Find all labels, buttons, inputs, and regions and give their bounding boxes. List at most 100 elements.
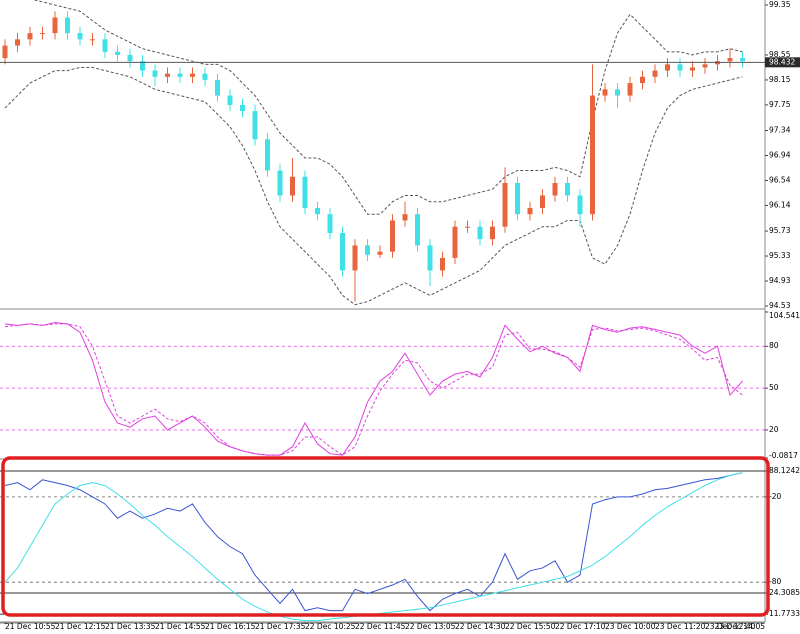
candle-body xyxy=(277,170,283,196)
candle-body xyxy=(640,76,645,84)
candle-body xyxy=(652,70,658,77)
candle-body xyxy=(415,214,420,246)
y-tick-label: 88.1242 xyxy=(769,466,800,475)
x-tick-label: 21 Dec 10:55 xyxy=(5,622,56,631)
candle-body xyxy=(465,226,470,228)
candle-body xyxy=(240,104,245,112)
y-tick-label: 94.53 xyxy=(769,301,791,310)
x-tick-label: 21 Dec 14:55 xyxy=(155,622,206,631)
y-tick-label: 11.7733 xyxy=(769,609,800,618)
candle-body xyxy=(565,182,570,196)
y-tick-label: -80 xyxy=(769,577,781,586)
x-tick-label: 22 Dec 11:45 xyxy=(355,622,406,631)
candle-body xyxy=(40,33,45,35)
y-tick-label: 95.33 xyxy=(769,251,791,260)
candle-body xyxy=(152,70,158,77)
band-line xyxy=(32,0,743,215)
indicator-line xyxy=(4,472,743,612)
y-tick-label: 97.34 xyxy=(769,126,791,135)
candle-body xyxy=(527,207,533,215)
candle-body xyxy=(515,182,520,215)
y-tick-label: 97.75 xyxy=(769,100,791,109)
candle-body xyxy=(552,182,558,196)
x-tick-label: 21 Dec 13:35 xyxy=(105,622,156,631)
candle-body xyxy=(365,245,370,255)
highlight-box xyxy=(1,456,770,617)
candle-body xyxy=(390,220,395,252)
x-tick-label: 22 Dec 10:25 xyxy=(305,622,356,631)
y-tick-label: 50 xyxy=(769,383,779,392)
candle-body xyxy=(102,39,108,52)
y-tick-label: 96.94 xyxy=(769,150,791,159)
candle-body xyxy=(377,251,383,255)
y-tick-label: 96.14 xyxy=(769,200,791,209)
x-tick-label: 23 Dec 10:00 xyxy=(605,622,656,631)
candle-body xyxy=(327,214,333,233)
candle-body xyxy=(65,17,70,34)
y-tick-label: -20 xyxy=(769,492,781,501)
x-tick-label: 22 Dec 17:10 xyxy=(555,622,606,631)
x-tick-label: 21 Dec 17:35 xyxy=(255,622,306,631)
candle-body xyxy=(302,176,308,208)
x-tick-label: 22 Dec 13:05 xyxy=(405,622,456,631)
candle-body xyxy=(540,195,545,208)
candle-body xyxy=(2,45,8,59)
candle-body xyxy=(577,195,583,215)
candle-body xyxy=(627,83,633,96)
candle-body xyxy=(352,245,358,271)
candle-body xyxy=(340,232,345,271)
candle-body xyxy=(615,89,620,96)
candle-body xyxy=(452,226,458,258)
candle-body xyxy=(77,33,83,40)
band-line xyxy=(4,66,743,306)
x-tick-label: 21 Dec 12:15 xyxy=(55,622,106,631)
candle-body xyxy=(265,139,270,171)
x-tick-label: 23 Dec 14:05 xyxy=(715,622,766,631)
candle-body xyxy=(490,226,495,240)
candle-body xyxy=(215,79,220,96)
x-tick-label: 22 Dec 15:50 xyxy=(505,622,556,631)
x-tick-label: 23 Dec 12:40 xyxy=(705,622,756,631)
candle-body xyxy=(727,58,733,62)
y-tick-label: 98.15 xyxy=(769,75,791,84)
candle-body xyxy=(427,245,433,271)
candle-body xyxy=(477,226,483,240)
current-price-box xyxy=(765,57,800,68)
candle-body xyxy=(140,61,145,71)
candle-body xyxy=(227,95,233,105)
candle-body xyxy=(502,182,508,227)
current-price-label: 98.432 xyxy=(769,57,795,66)
y-tick-label: 96.54 xyxy=(769,175,791,184)
candle-body xyxy=(402,214,408,221)
y-tick-label: 94.93 xyxy=(769,276,791,285)
candle-body xyxy=(90,39,95,41)
candle-body xyxy=(440,257,445,271)
indicator-line xyxy=(4,323,743,456)
y-tick-label: 20 xyxy=(769,425,779,434)
candle-body xyxy=(702,64,708,68)
candle-body xyxy=(665,64,670,71)
candle-body xyxy=(15,39,20,46)
candle-body xyxy=(202,73,208,80)
candle-body xyxy=(52,17,58,34)
y-tick-label: 99.35 xyxy=(769,0,791,9)
candle-body xyxy=(27,33,33,40)
candle-body xyxy=(190,73,195,77)
candle-body xyxy=(590,95,595,215)
candle-body xyxy=(115,51,120,55)
x-tick-label: 23 Dec 11:20 xyxy=(655,622,706,631)
y-tick-label: 104.5416 xyxy=(769,311,800,320)
candle-body xyxy=(177,73,183,77)
candle-body xyxy=(252,111,258,140)
x-tick-label: 21 Dec 16:15 xyxy=(205,622,256,631)
y-tick-label: 80 xyxy=(769,341,779,350)
x-tick-label: 22 Dec 14:30 xyxy=(455,622,506,631)
candle-body xyxy=(290,176,295,196)
candle-body xyxy=(127,54,133,62)
candle-body xyxy=(315,207,320,215)
candle-body xyxy=(740,58,745,62)
y-tick-label: 95.73 xyxy=(769,226,791,235)
